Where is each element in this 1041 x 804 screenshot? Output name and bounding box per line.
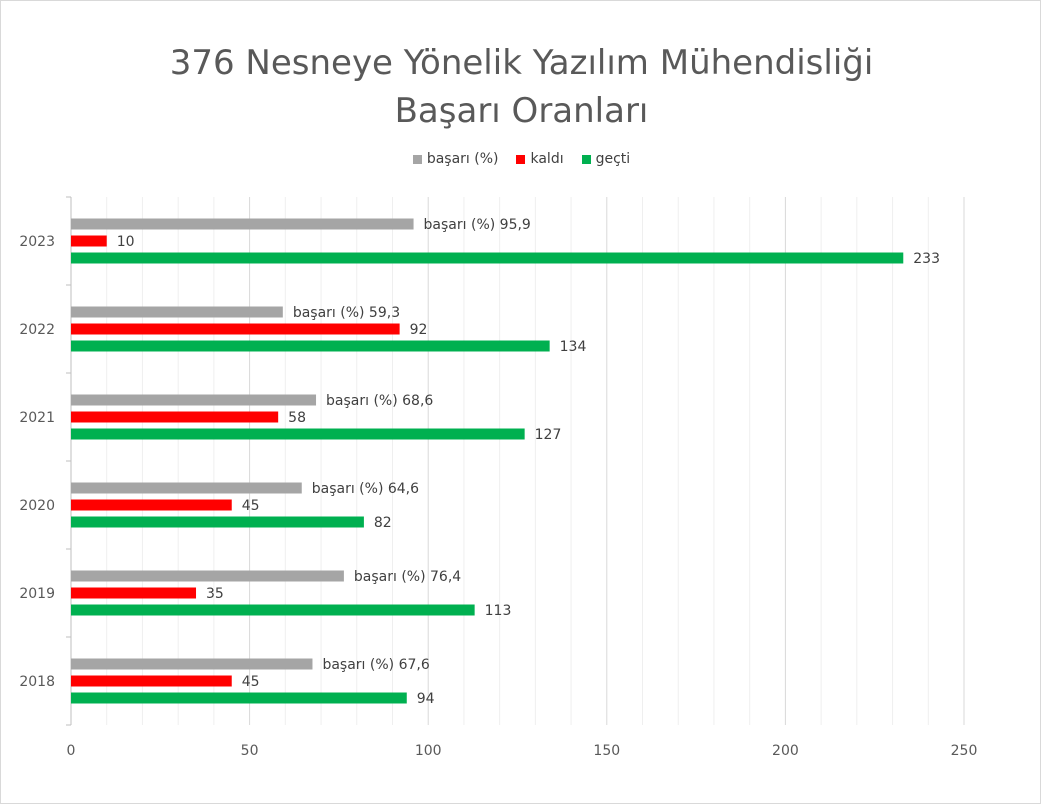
data-label: 113	[485, 603, 512, 619]
legend-swatch-basari	[412, 154, 422, 164]
bar-kaldi	[71, 499, 232, 511]
x-tick-label: 200	[772, 743, 799, 759]
chart-title-line-1: 376 Nesneye Yönelik Yazılım Mühendisliği	[169, 43, 874, 83]
bar-gecti	[71, 604, 475, 616]
legend-swatch-kaldi	[516, 154, 526, 164]
bar-basari	[71, 394, 317, 406]
x-tick-label: 0	[67, 743, 76, 759]
x-tick-label: 150	[593, 743, 620, 759]
data-label: 233	[913, 251, 940, 267]
chart-title-line-2: Başarı Oranları	[394, 91, 649, 131]
bar-kaldi	[71, 675, 232, 687]
data-label: başarı (%) 67,6	[322, 657, 429, 673]
data-label: 45	[242, 674, 260, 690]
legend-item-gecti: geçti	[581, 151, 631, 167]
data-label: 58	[288, 410, 306, 426]
y-tick-label: 2022	[19, 322, 55, 338]
y-tick-label: 2021	[19, 410, 55, 426]
bar-gecti	[71, 428, 525, 440]
x-tick-label: 250	[951, 743, 978, 759]
bar-kaldi	[71, 411, 279, 423]
bar-gecti	[71, 516, 364, 528]
bar-basari	[71, 658, 313, 670]
data-label: başarı (%) 59,3	[293, 305, 400, 321]
bar-basari	[71, 482, 302, 494]
x-tick-label: 100	[415, 743, 442, 759]
bar-basari	[71, 570, 344, 582]
data-label: 45	[242, 498, 260, 514]
data-label: başarı (%) 64,6	[312, 481, 419, 497]
bar-gecti	[71, 252, 904, 264]
y-tick-label: 2018	[19, 674, 55, 690]
legend-label-basari: başarı (%)	[426, 151, 499, 167]
legend-item-basari: başarı (%)	[412, 151, 499, 167]
data-label: 94	[417, 691, 435, 707]
data-label: başarı (%) 95,9	[424, 217, 531, 233]
bar-kaldi	[71, 235, 107, 247]
data-label: 127	[535, 427, 562, 443]
bar-gecti	[71, 340, 550, 352]
bar-kaldi	[71, 323, 400, 335]
legend-swatch-gecti	[581, 154, 591, 164]
data-label: 92	[410, 322, 428, 338]
data-label: 134	[560, 339, 587, 355]
y-tick-label: 2019	[19, 586, 55, 602]
data-label: başarı (%) 76,4	[354, 569, 461, 585]
bar-kaldi	[71, 587, 197, 599]
bar-basari	[71, 306, 283, 318]
legend-label-kaldi: kaldı	[530, 151, 564, 167]
bar-basari	[71, 218, 414, 230]
bar-gecti	[71, 692, 407, 704]
data-label: 10	[117, 234, 135, 250]
y-tick-label: 2020	[19, 498, 55, 514]
data-label: başarı (%) 68,6	[326, 393, 433, 409]
legend-label-gecti: geçti	[595, 151, 631, 167]
data-label: 35	[206, 586, 224, 602]
x-tick-label: 50	[241, 743, 259, 759]
y-tick-label: 2023	[19, 234, 55, 250]
legend: başarı (%) kaldı geçti	[1, 151, 1041, 167]
data-label: 82	[374, 515, 392, 531]
legend-item-kaldi: kaldı	[516, 151, 564, 167]
